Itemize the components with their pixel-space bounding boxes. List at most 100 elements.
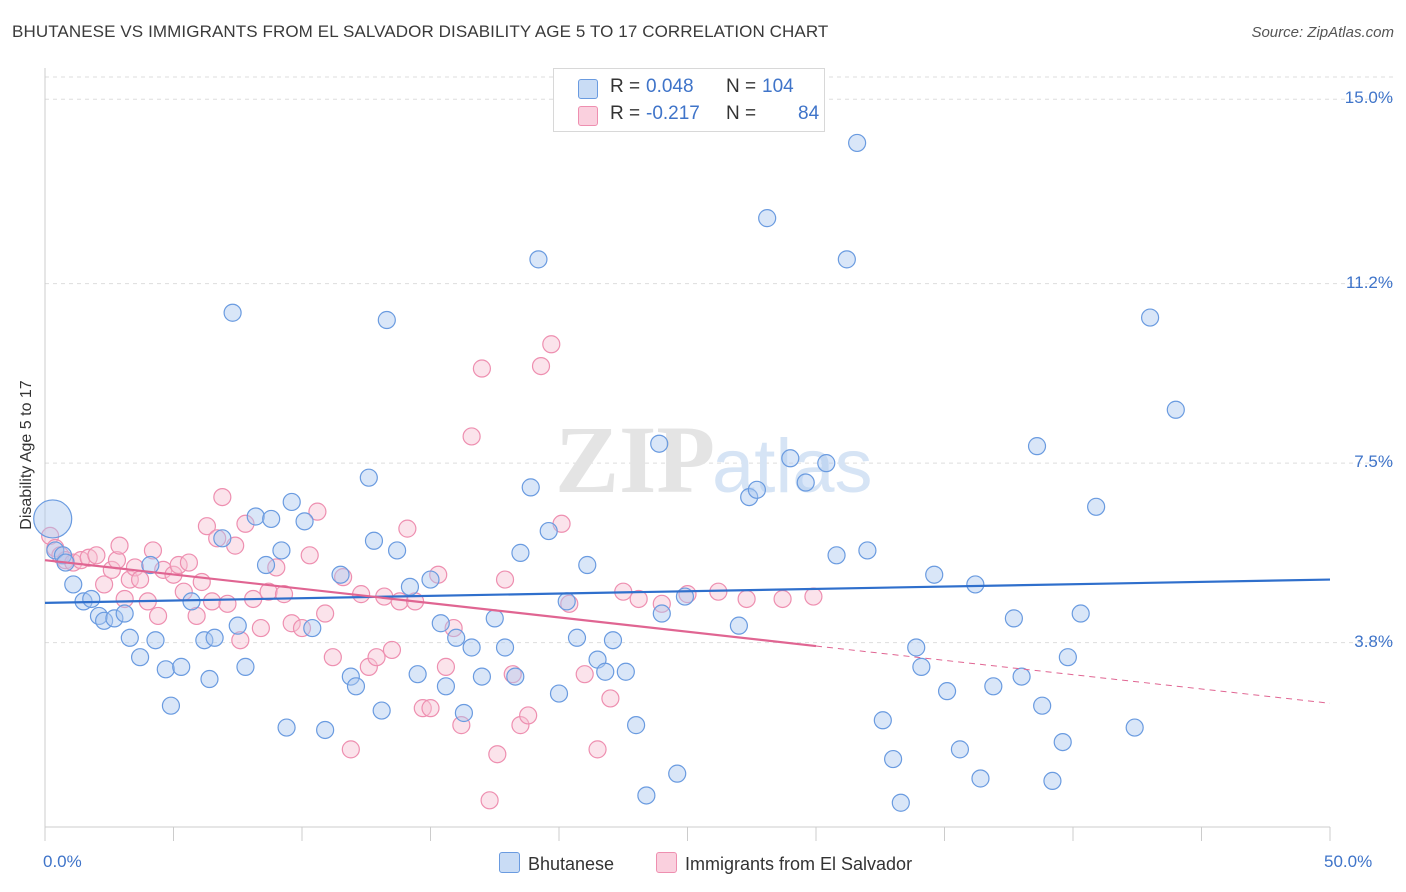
data-point-bhutanese <box>557 592 576 611</box>
data-point-bhutanese <box>408 665 427 684</box>
data-point-salvador <box>95 575 114 594</box>
axes <box>44 68 1331 841</box>
data-point-bhutanese <box>1012 667 1031 686</box>
data-point-bhutanese <box>837 250 856 269</box>
bottom-legend-salvador: Immigrants from El Salvador <box>656 852 912 875</box>
data-point-salvador <box>511 716 530 735</box>
data-point-bhutanese <box>341 667 360 686</box>
data-point-salvador <box>292 618 312 638</box>
data-point-bhutanese <box>472 667 491 686</box>
data-point-bhutanese <box>172 657 191 676</box>
data-point-salvador <box>629 589 648 609</box>
data-point-salvador <box>382 640 402 660</box>
data-point-bhutanese <box>82 589 101 609</box>
data-point-bhutanese <box>668 764 687 783</box>
data-point-bhutanese <box>236 657 255 676</box>
y-axis-title: Disability Age 5 to 17 <box>18 380 35 530</box>
data-point-bhutanese <box>966 575 985 594</box>
data-point-bhutanese <box>858 541 877 560</box>
gridlines <box>45 76 1395 644</box>
data-point-bhutanese <box>603 631 623 650</box>
data-point-bhutanese <box>781 449 800 468</box>
data-point-bhutanese <box>925 565 944 584</box>
data-point-salvador <box>503 665 522 684</box>
data-point-bhutanese <box>377 310 396 330</box>
legend-r-value: 0.048 <box>646 76 694 97</box>
data-point-bhutanese <box>521 478 540 497</box>
data-point-salvador <box>334 568 353 587</box>
data-point-bhutanese <box>758 209 777 228</box>
data-point-salvador <box>115 589 134 609</box>
data-point-bhutanese <box>796 473 815 492</box>
y-tick-label: 15.0% <box>1344 88 1393 108</box>
data-point-salvador <box>413 699 432 718</box>
data-point-bhutanese <box>529 250 548 269</box>
data-point-bhutanese <box>223 303 242 322</box>
data-point-salvador <box>601 689 620 708</box>
data-point-bhutanese <box>637 786 656 805</box>
x-tick-label-max: 50.0% <box>1324 852 1373 871</box>
data-point-bhutanese <box>447 628 466 647</box>
data-point-bhutanese <box>436 677 456 696</box>
data-point-bhutanese <box>616 662 635 681</box>
data-point-bhutanese <box>626 716 646 735</box>
series-bhutanese-points <box>33 133 1185 812</box>
data-point-bhutanese <box>950 740 970 759</box>
source-label: Source: ZipAtlas.com <box>1251 24 1394 41</box>
data-point-salvador <box>87 546 106 565</box>
x-tick-label-min: 0.0% <box>43 852 82 871</box>
data-point-salvador <box>110 536 129 555</box>
data-point-bhutanese <box>303 618 322 638</box>
data-point-bhutanese <box>1166 400 1185 419</box>
data-point-bhutanese <box>495 638 515 657</box>
data-point-bhutanese <box>431 614 450 633</box>
data-point-bhutanese <box>205 628 224 647</box>
data-point-bhutanese <box>295 512 314 531</box>
data-point-bhutanese <box>316 720 335 740</box>
data-point-salvador <box>213 487 232 507</box>
data-point-salvador <box>308 502 327 521</box>
data-point-salvador <box>737 589 756 609</box>
data-point-salvador <box>472 359 491 378</box>
trend-line-bhutanese <box>44 578 1331 604</box>
legend-n-label: N = <box>726 76 757 97</box>
data-point-bhutanese <box>282 492 301 512</box>
data-point-bhutanese <box>421 570 440 589</box>
data-point-salvador <box>488 745 507 764</box>
data-point-bhutanese <box>567 628 587 647</box>
data-point-salvador <box>251 618 270 638</box>
data-point-salvador <box>259 582 278 601</box>
data-point-bhutanese <box>650 434 669 453</box>
data-point-bhutanese <box>64 575 83 594</box>
data-point-bhutanese <box>130 648 150 667</box>
data-point-salvador <box>652 594 671 613</box>
data-point-bhutanese <box>141 555 160 575</box>
data-point-bhutanese <box>1053 732 1072 752</box>
data-point-bhutanese <box>1043 771 1062 791</box>
data-point-bhutanese <box>387 541 407 560</box>
data-point-salvador <box>480 791 499 810</box>
data-point-bhutanese <box>729 616 749 635</box>
data-point-bhutanese <box>272 541 291 560</box>
data-point-bhutanese <box>740 487 759 507</box>
data-point-bhutanese <box>891 793 910 812</box>
data-point-bhutanese <box>331 565 350 584</box>
watermark-zip: ZIP <box>555 406 715 513</box>
data-point-salvador <box>300 546 319 565</box>
data-point-bhutanese <box>228 616 247 635</box>
legend-n-label: N = <box>726 103 757 124</box>
data-point-bhutanese <box>883 749 903 769</box>
data-point-bhutanese <box>1140 308 1160 327</box>
trend-lines <box>44 559 1331 704</box>
data-point-salvador <box>773 589 792 609</box>
data-point-salvador <box>316 604 335 623</box>
data-point-bhutanese <box>971 769 990 788</box>
data-point-bhutanese <box>115 604 134 623</box>
data-point-bhutanese <box>454 703 474 723</box>
trend-line-salvador-extension <box>815 645 1331 704</box>
data-point-salvador <box>323 648 342 667</box>
data-point-salvador <box>367 648 386 667</box>
data-point-bhutanese <box>873 711 892 730</box>
data-point-salvador <box>519 706 538 725</box>
data-point-bhutanese <box>1087 497 1106 516</box>
